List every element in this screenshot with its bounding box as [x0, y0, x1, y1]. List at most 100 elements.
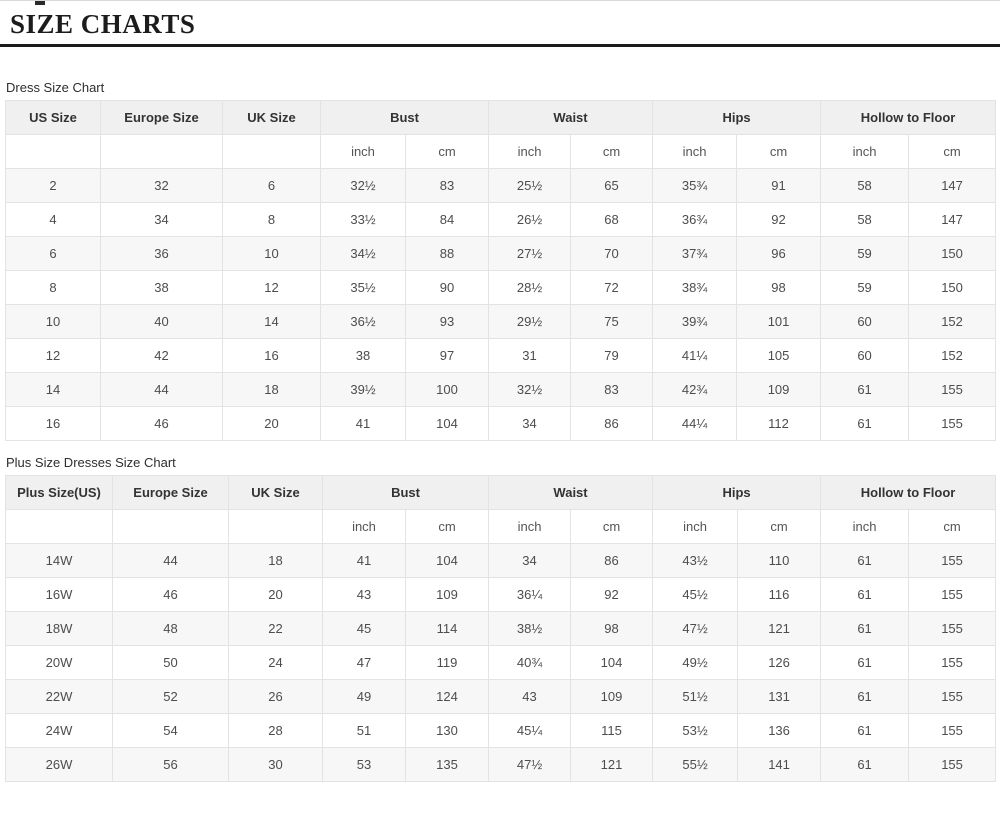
table-cell: 152 — [908, 338, 997, 373]
table-cell: 8 — [222, 202, 321, 237]
table-cell: 47½ — [652, 611, 739, 646]
table-cell: 105 — [736, 338, 822, 373]
table-cell: 26W — [5, 747, 113, 782]
unit-header-row: inch cm inch cm inch cm inch cm — [5, 509, 997, 544]
unit-header: inch — [320, 134, 406, 169]
table-cell: 31 — [488, 338, 572, 373]
table-cell: 155 — [908, 747, 997, 782]
table-cell: 47½ — [488, 747, 572, 782]
table-cell: 29½ — [488, 304, 572, 339]
page-banner: SIZE CHARTS — [0, 1, 1000, 47]
table-cell: 130 — [404, 713, 490, 748]
table-row: 8 38 12 35½ 90 28½ 72 38¾ 98 59 150 — [5, 270, 997, 305]
table-cell: 141 — [737, 747, 822, 782]
size-charts-content: Dress Size Chart US Size Europe Size UK Si… — [0, 80, 1000, 782]
column-header: Hollow to Floor — [820, 475, 997, 510]
table-cell: 79 — [570, 338, 654, 373]
table-cell: 34½ — [320, 236, 406, 271]
table-cell: 18W — [5, 611, 113, 646]
table-cell: 147 — [908, 202, 997, 237]
table-row: 2 32 6 32½ 83 25½ 65 35¾ 91 58 147 — [5, 168, 997, 203]
dress-size-chart-caption: Dress Size Chart — [6, 80, 105, 95]
table-cell: 30 — [228, 747, 323, 782]
table-cell: 136 — [737, 713, 822, 748]
table-cell: 116 — [737, 577, 822, 612]
table-cell: 26½ — [488, 202, 572, 237]
table-cell: 27½ — [488, 236, 572, 271]
unit-header: inch — [488, 509, 572, 544]
table-cell: 83 — [570, 372, 654, 407]
table-cell: 155 — [908, 406, 997, 441]
table-cell: 61 — [820, 713, 910, 748]
empty-header-cell — [5, 509, 113, 544]
table-cell: 53½ — [652, 713, 739, 748]
table-cell: 98 — [736, 270, 822, 305]
unit-header: inch — [652, 509, 739, 544]
table-cell: 32½ — [320, 168, 406, 203]
table-cell: 2 — [5, 168, 101, 203]
table-cell: 60 — [820, 338, 910, 373]
table-cell: 147 — [908, 168, 997, 203]
table-cell: 61 — [820, 577, 910, 612]
table-cell: 121 — [570, 747, 654, 782]
table-cell: 44¼ — [652, 406, 738, 441]
table-cell: 97 — [404, 338, 490, 373]
table-cell: 150 — [908, 236, 997, 271]
unit-header: inch — [820, 134, 910, 169]
table-cell: 22 — [228, 611, 323, 646]
unit-header: inch — [488, 134, 572, 169]
table-cell: 43 — [322, 577, 406, 612]
unit-header: inch — [322, 509, 406, 544]
table-cell: 56 — [112, 747, 229, 782]
table-cell: 38¾ — [652, 270, 738, 305]
table-cell: 150 — [908, 270, 997, 305]
table-cell: 28½ — [488, 270, 572, 305]
table-cell: 61 — [820, 645, 910, 680]
table-cell: 90 — [404, 270, 490, 305]
table-cell: 6 — [222, 168, 321, 203]
table-cell: 70 — [570, 236, 654, 271]
unit-header: cm — [570, 509, 654, 544]
table-cell: 45¼ — [488, 713, 572, 748]
table-cell: 38½ — [488, 611, 572, 646]
table-cell: 41¼ — [652, 338, 738, 373]
table-cell: 42¾ — [652, 372, 738, 407]
table-cell: 51 — [322, 713, 406, 748]
table-cell: 61 — [820, 543, 910, 578]
table-cell: 135 — [404, 747, 490, 782]
table-cell: 155 — [908, 679, 997, 714]
table-cell: 155 — [908, 645, 997, 680]
table-cell: 16W — [5, 577, 113, 612]
column-header: Hips — [652, 100, 822, 135]
table-cell: 42 — [100, 338, 223, 373]
table-row: 14W 44 18 41 104 34 86 43½ 110 61 155 — [5, 543, 997, 578]
table-cell: 96 — [736, 236, 822, 271]
table-cell: 36¼ — [488, 577, 572, 612]
table-cell: 49½ — [652, 645, 739, 680]
unit-header-row: inch cm inch cm inch cm inch cm — [5, 134, 997, 169]
table-cell: 10 — [222, 236, 321, 271]
table-cell: 33½ — [320, 202, 406, 237]
column-header: US Size — [5, 100, 101, 135]
table-cell: 110 — [737, 543, 822, 578]
table-cell: 26 — [228, 679, 323, 714]
column-header: UK Size — [222, 100, 321, 135]
table-cell: 46 — [100, 406, 223, 441]
table-cell: 155 — [908, 543, 997, 578]
table-cell: 45 — [322, 611, 406, 646]
table-header-row: Plus Size(US) Europe Size UK Size Bust Waist… — [5, 475, 997, 510]
table-row: 6 36 10 34½ 88 27½ 70 37¾ 96 59 150 — [5, 236, 997, 271]
table-cell: 20 — [228, 577, 323, 612]
table-cell: 10 — [5, 304, 101, 339]
empty-header-cell — [5, 134, 101, 169]
table-cell: 109 — [736, 372, 822, 407]
table-cell: 12 — [222, 270, 321, 305]
table-row: 20W 50 24 47 119 40¾ 104 49½ 126 61 155 — [5, 645, 997, 680]
table-cell: 18 — [228, 543, 323, 578]
table-cell: 109 — [404, 577, 490, 612]
table-cell: 86 — [570, 406, 654, 441]
table-cell: 83 — [404, 168, 490, 203]
table-cell: 61 — [820, 406, 910, 441]
table-cell: 20W — [5, 645, 113, 680]
table-cell: 61 — [820, 611, 910, 646]
